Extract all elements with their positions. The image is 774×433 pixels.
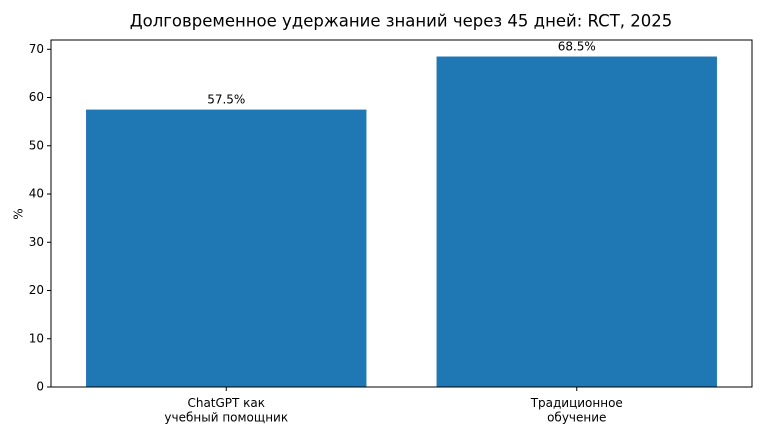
bar — [86, 109, 367, 387]
chart-title: Долговременное удержание знаний через 45… — [130, 12, 673, 31]
y-tick-label: 0 — [36, 380, 44, 394]
y-axis-label: % — [12, 208, 26, 219]
x-tick-label: ChatGPT как учебный помощник — [164, 396, 288, 424]
x-tick-label: Традиционное обучение — [530, 396, 623, 424]
value-label: 68.5% — [558, 40, 596, 54]
y-tick-label: 70 — [29, 42, 44, 56]
y-tick-label: 50 — [29, 138, 44, 152]
bar — [436, 56, 717, 388]
y-tick-label: 60 — [29, 90, 44, 104]
value-label: 57.5% — [207, 93, 245, 107]
y-tick-label: 20 — [29, 283, 44, 297]
y-tick-label: 40 — [29, 187, 44, 201]
y-tick-label: 10 — [29, 331, 44, 345]
y-tick-label: 30 — [29, 235, 44, 249]
plot-frame — [50, 39, 753, 388]
